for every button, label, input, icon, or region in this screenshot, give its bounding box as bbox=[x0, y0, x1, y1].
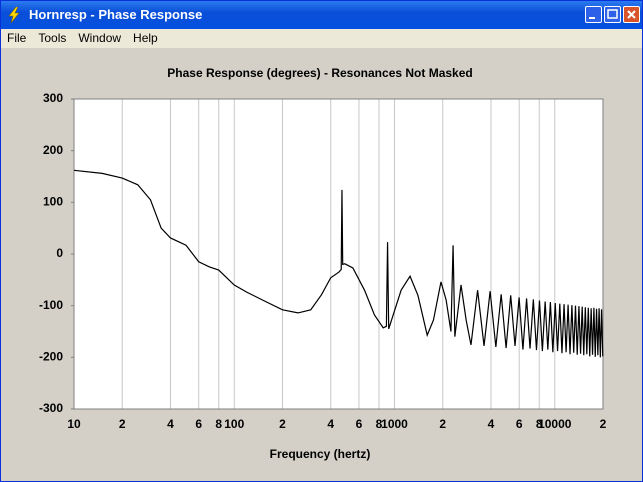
x-tick-label: 6 bbox=[195, 417, 202, 431]
menu-item[interactable]: Window bbox=[78, 31, 122, 45]
window-title: Hornresp - Phase Response bbox=[29, 7, 203, 22]
x-tick-label: 10 bbox=[67, 417, 81, 431]
x-tick-label: 4 bbox=[327, 417, 334, 431]
x-tick-label: 6 bbox=[516, 417, 523, 431]
x-tick-label: 4 bbox=[488, 417, 495, 431]
maximize-button[interactable] bbox=[604, 6, 621, 23]
menu-item[interactable]: Tools bbox=[38, 31, 67, 45]
x-tick-label: 2 bbox=[439, 417, 446, 431]
y-tick-label: 200 bbox=[43, 143, 63, 157]
app-icon bbox=[8, 7, 20, 23]
x-tick-label: 2 bbox=[600, 417, 607, 431]
y-tick-label: -200 bbox=[39, 350, 63, 364]
y-tick-label: -100 bbox=[39, 298, 63, 312]
chart-title: Phase Response (degrees) - Resonances No… bbox=[167, 66, 472, 80]
x-tick-label: 4 bbox=[167, 417, 174, 431]
close-button[interactable] bbox=[623, 6, 640, 23]
x-axis-label: Frequency (hertz) bbox=[270, 447, 371, 461]
menu-item[interactable]: File bbox=[7, 31, 27, 45]
phase-line bbox=[73, 169, 604, 358]
x-tick-label: 6 bbox=[356, 417, 363, 431]
x-tick-label: 2 bbox=[119, 417, 126, 431]
y-tick-label: 300 bbox=[43, 91, 63, 105]
x-tick-label: 1000 bbox=[381, 417, 408, 431]
minimize-button[interactable] bbox=[585, 6, 602, 23]
x-tick-label: 10000 bbox=[538, 417, 572, 431]
y-tick-label: 0 bbox=[56, 246, 63, 260]
x-tick-label: 100 bbox=[224, 417, 244, 431]
x-tick-label: 8 bbox=[376, 417, 383, 431]
plot-area bbox=[73, 98, 604, 410]
y-tick-label: -300 bbox=[39, 401, 63, 415]
plot-border bbox=[73, 98, 604, 410]
y-tick-label: 100 bbox=[43, 195, 63, 209]
title-bar: Hornresp - Phase Response bbox=[1, 1, 642, 29]
menu-bar: File Tools Window Help bbox=[1, 29, 642, 48]
x-tick-label: 8 bbox=[536, 417, 543, 431]
x-tick-label: 2 bbox=[279, 417, 286, 431]
menu-item[interactable]: Help bbox=[133, 31, 158, 45]
x-tick-label: 8 bbox=[215, 417, 222, 431]
